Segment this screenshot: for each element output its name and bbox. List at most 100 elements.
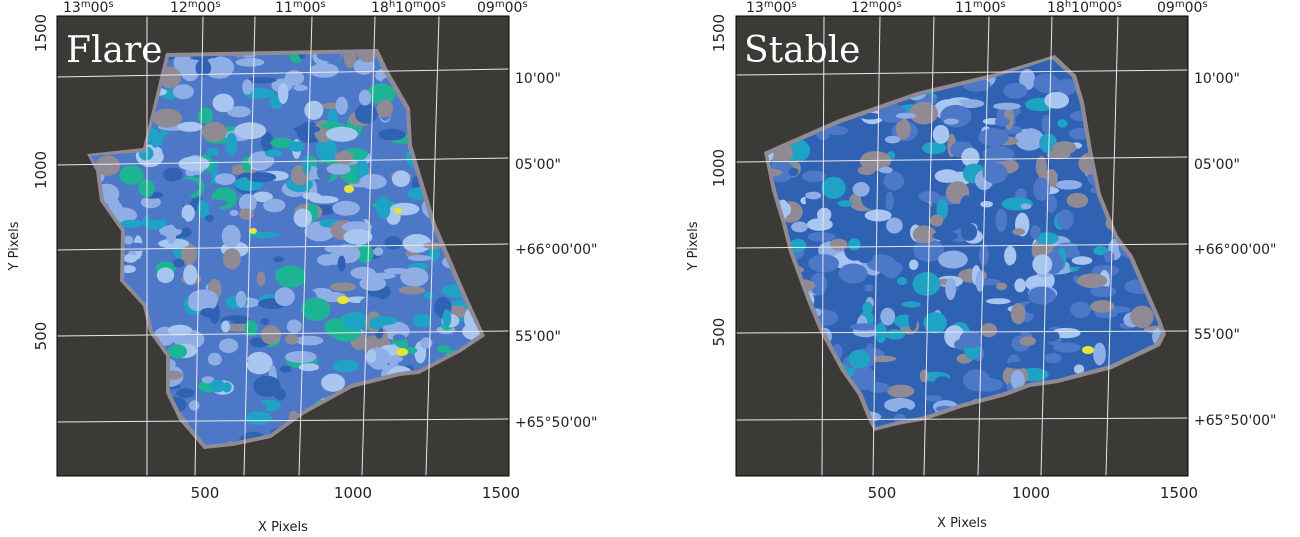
emission-region — [1057, 209, 1074, 230]
emission-region — [1057, 119, 1068, 128]
emission-region — [246, 77, 277, 84]
emission-region — [219, 357, 249, 365]
emission-region — [1028, 286, 1056, 305]
emission-region — [887, 384, 915, 398]
emission-region — [1073, 364, 1085, 375]
emission-region — [176, 388, 195, 398]
emission-region — [293, 208, 312, 228]
emission-region — [975, 270, 985, 292]
emission-region — [264, 117, 290, 129]
emission-region — [359, 276, 387, 291]
emission-region — [1035, 156, 1047, 178]
emission-region — [919, 369, 929, 383]
emission-region — [264, 149, 283, 158]
emission-region — [359, 174, 387, 190]
emission-region — [1052, 141, 1077, 155]
emission-region — [901, 301, 921, 308]
emission-region — [326, 126, 358, 142]
emission-region — [805, 191, 822, 200]
emission-region — [918, 191, 940, 202]
emission-region — [978, 128, 1009, 147]
y-tick-label: 1000 — [32, 151, 50, 189]
emission-region — [943, 118, 959, 125]
emission-region — [150, 128, 160, 148]
emission-region — [195, 59, 212, 77]
emission-region — [1032, 254, 1053, 275]
emission-region — [391, 170, 411, 187]
ra-label: 11m00s — [955, 0, 1006, 16]
emission-region — [996, 74, 1013, 85]
emission-region — [167, 344, 187, 359]
emission-region — [933, 376, 952, 391]
emission-region — [275, 265, 307, 288]
emission-region — [1012, 228, 1025, 236]
emission-region — [883, 171, 905, 191]
emission-region — [223, 412, 250, 437]
emission-region — [1090, 286, 1117, 298]
emission-region — [326, 163, 351, 175]
emission-region — [188, 400, 200, 411]
emission-region — [393, 334, 406, 341]
x-tick-label: 1500 — [482, 484, 520, 502]
y-tick-label: 500 — [710, 318, 728, 347]
emission-region — [120, 265, 136, 274]
emission-region — [945, 277, 956, 301]
emission-region — [166, 224, 177, 245]
emission-region — [301, 297, 331, 322]
emission-region — [791, 221, 808, 233]
emission-region — [332, 244, 361, 264]
emission-region — [805, 188, 822, 212]
dec-label: 05'00" — [1194, 157, 1240, 173]
emission-region — [1007, 293, 1034, 303]
emission-region — [959, 330, 982, 349]
emission-region — [315, 138, 338, 162]
x-tick-label: 500 — [868, 484, 897, 502]
emission-region — [366, 349, 377, 363]
emission-region — [356, 53, 378, 63]
emission-region — [263, 198, 286, 213]
emission-region — [1008, 263, 1023, 275]
emission-region — [177, 121, 203, 132]
emission-region — [980, 323, 998, 338]
emission-region — [334, 151, 354, 165]
emission-region — [376, 99, 394, 118]
emission-region — [201, 122, 227, 142]
dec-label: 55'00" — [1194, 327, 1240, 343]
emission-region — [423, 242, 444, 249]
emission-region — [200, 307, 218, 318]
coordinate-grid — [56, 15, 510, 477]
emission-region — [309, 195, 339, 204]
emission-region — [245, 351, 273, 375]
emission-region — [158, 238, 190, 249]
emission-region — [206, 148, 219, 156]
panel-title: Stable — [744, 30, 860, 71]
emission-region — [938, 250, 968, 269]
emission-region — [279, 365, 292, 373]
emission-region — [1025, 302, 1040, 314]
emission-region — [273, 256, 285, 263]
emission-region — [1077, 240, 1090, 253]
emission-region — [332, 200, 360, 216]
emission-region — [402, 234, 432, 253]
emission-region — [1030, 225, 1041, 240]
emission-region — [342, 221, 372, 233]
emission-region — [201, 171, 212, 185]
emission-region — [929, 214, 944, 227]
emission-region — [373, 247, 384, 256]
emission-region — [278, 82, 289, 104]
emission-region — [274, 287, 295, 307]
emission-region — [329, 282, 357, 292]
ra-label: 09m00s — [1157, 0, 1208, 16]
emission-region — [384, 236, 402, 250]
dec-label: 05'00" — [515, 157, 561, 173]
emission-region — [235, 290, 247, 308]
emission-region — [359, 296, 385, 314]
emission-region — [879, 166, 893, 174]
panel-stable: Stable 13m00s 12m00s 11m00s 18h10m00s 09… — [686, 0, 1276, 531]
emission-region — [864, 284, 874, 292]
x-tick-label: 1000 — [334, 484, 372, 502]
emission-region — [895, 112, 917, 119]
emission-region — [173, 53, 192, 76]
emission-region — [1076, 273, 1108, 289]
emission-region — [864, 209, 892, 222]
